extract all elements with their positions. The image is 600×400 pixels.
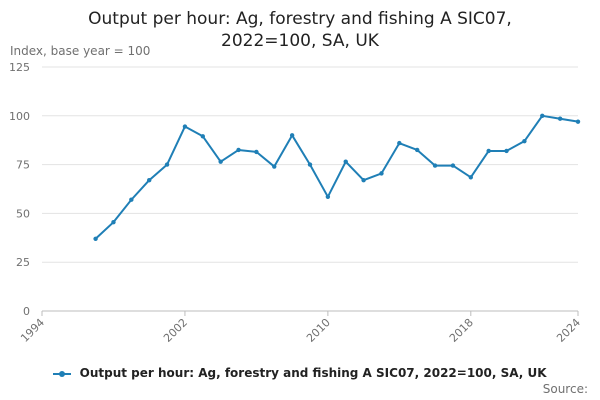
data-point	[486, 148, 491, 154]
data-point	[397, 140, 402, 146]
data-point	[272, 164, 277, 169]
chart-title: Output per hour: Ag, forestry and fishin…	[0, 8, 600, 52]
x-tick-label: 2010	[304, 316, 333, 345]
series-layer	[93, 113, 581, 241]
data-point	[540, 113, 545, 119]
data-point	[254, 149, 259, 155]
y-tick-label: 75	[16, 159, 30, 172]
x-tick-label: 2018	[447, 316, 476, 345]
data-point	[200, 134, 205, 139]
y-tick-label: 100	[9, 110, 30, 123]
x-tick-label: 2002	[161, 316, 190, 345]
x-tick-label: 2024	[554, 316, 583, 345]
legend-marker	[53, 368, 72, 380]
data-point	[343, 159, 348, 164]
y-tick-labels: 0 25 50 75 100 125	[9, 61, 30, 318]
data-point	[289, 133, 295, 138]
y-axis-unit-label: Index, base year = 100	[10, 44, 151, 58]
data-point	[557, 116, 563, 121]
series-line	[94, 114, 579, 240]
data-point	[450, 163, 456, 168]
data-point	[504, 148, 509, 154]
x-tick-label: 1994	[18, 316, 47, 345]
chart-title-line-1: Output per hour: Ag, forestry and fishin…	[88, 9, 512, 29]
data-point	[379, 171, 384, 176]
data-point	[522, 138, 527, 144]
x-tick-labels: 1994 2002 2010 2018 2024	[18, 316, 583, 345]
data-point	[307, 162, 313, 167]
data-point	[236, 147, 241, 153]
y-tick-label: 0	[23, 305, 30, 318]
data-point	[129, 197, 134, 202]
legend-label: Output per hour: Ag, forestry and fishin…	[79, 366, 547, 380]
y-tick-label: 25	[16, 256, 30, 269]
data-point	[361, 178, 366, 183]
chart-title-line-2: 2022=100, SA, UK	[221, 31, 379, 51]
data-point	[432, 163, 438, 168]
data-point	[182, 124, 188, 129]
data-point	[93, 236, 98, 241]
data-point	[111, 219, 116, 225]
source-label: Source:	[542, 382, 588, 396]
y-tick-label: 50	[16, 207, 30, 220]
legend: Output per hour: Ag, forestry and fishin…	[0, 366, 600, 380]
data-point	[415, 147, 420, 153]
data-point	[468, 175, 473, 180]
data-point	[325, 194, 331, 200]
legend-dot-swatch	[59, 370, 66, 377]
data-point	[218, 159, 223, 164]
data-point	[164, 162, 170, 167]
grid-lines	[41, 66, 579, 316]
y-tick-label: 125	[9, 61, 30, 74]
data-point	[575, 119, 581, 124]
data-point	[147, 178, 152, 183]
